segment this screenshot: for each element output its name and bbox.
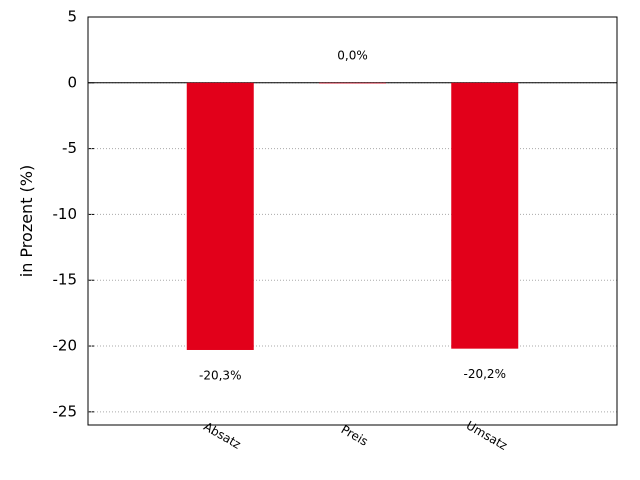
y-tick-label: -10 (53, 205, 78, 223)
y-tick-label: -5 (62, 139, 77, 157)
bar (319, 82, 386, 84)
value-label: 0,0% (337, 48, 368, 62)
value-label: -20,2% (464, 367, 506, 381)
plot-frame (87, 16, 618, 426)
bar (186, 82, 254, 350)
y-axis-label: in Prozent (%) (17, 165, 36, 277)
x-tick-label: Umsatz (464, 418, 510, 453)
bar (451, 82, 519, 349)
x-tick-label: Preis (339, 422, 371, 448)
y-tick-label: 0 (67, 73, 77, 91)
value-label: -20,3% (199, 368, 241, 382)
y-tick-label: -20 (53, 337, 78, 355)
y-tick-label: -25 (53, 402, 78, 420)
y-tick-label: -15 (53, 271, 78, 289)
y-tick-label: 5 (67, 8, 77, 26)
x-tick-label: Absatz (201, 419, 243, 451)
